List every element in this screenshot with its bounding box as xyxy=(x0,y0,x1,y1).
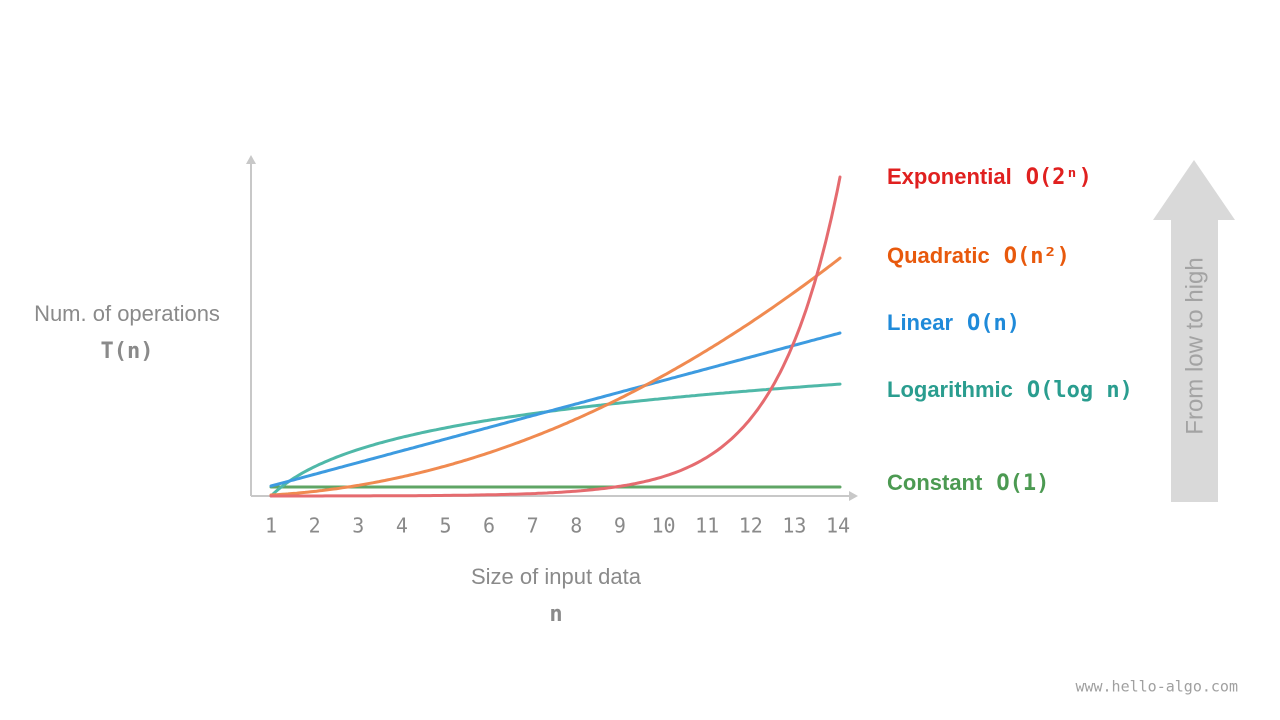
x-tick-label: 6 xyxy=(483,514,495,538)
legend-name: Linear xyxy=(887,310,953,335)
legend-entry: Constant O(1) xyxy=(887,470,1049,496)
legend-notation: O(log n) xyxy=(1027,378,1133,403)
logarithmic-curve xyxy=(269,382,842,498)
x-ticks: 1 2 3 4 5 6 7 8 9 10 11 12 13 14 xyxy=(265,514,850,538)
legend-entry: Quadratic O(n²) xyxy=(887,243,1070,269)
order-arrow-label: From low to high xyxy=(1181,257,1208,434)
x-axis-symbol: n xyxy=(549,602,562,627)
x-tick-label: 13 xyxy=(782,514,806,538)
x-tick-label: 9 xyxy=(614,514,626,538)
y-axis-label: Num. of operations xyxy=(34,301,220,326)
quadratic-curve xyxy=(269,256,842,497)
legend-name: Exponential xyxy=(887,164,1012,189)
legend-notation: O(1) xyxy=(996,471,1049,496)
x-tick-label: 10 xyxy=(651,514,675,538)
y-axis-symbol: T(n) xyxy=(101,339,154,364)
x-tick-label: 5 xyxy=(439,514,451,538)
legend-entry: Linear O(n) xyxy=(887,310,1020,336)
exponential-curve xyxy=(269,175,842,498)
legend-entry: Logarithmic O(log n) xyxy=(887,377,1133,403)
x-tick-label: 3 xyxy=(352,514,364,538)
legend-name: Constant xyxy=(887,470,983,495)
x-tick-label: 7 xyxy=(527,514,539,538)
x-tick-label: 14 xyxy=(826,514,850,538)
legend-notation: O(n) xyxy=(967,311,1020,336)
y-axis-arrow xyxy=(246,155,256,164)
order-arrow xyxy=(1153,160,1235,502)
x-tick-label: 2 xyxy=(309,514,321,538)
x-axis-label: Size of input data xyxy=(471,564,642,589)
legend: Exponential O(2ⁿ) Quadratic O(n²) Linear O(n)… xyxy=(887,164,1133,496)
watermark: www.hello-algo.com xyxy=(1075,678,1238,696)
curves xyxy=(269,175,842,498)
legend-name: Quadratic xyxy=(887,243,990,268)
x-tick-label: 4 xyxy=(396,514,408,538)
x-tick-label: 12 xyxy=(739,514,763,538)
x-tick-label: 1 xyxy=(265,514,277,538)
x-tick-label: 11 xyxy=(695,514,719,538)
x-tick-label: 8 xyxy=(570,514,582,538)
legend-notation: O(2ⁿ) xyxy=(1026,165,1092,190)
legend-notation: O(n²) xyxy=(1004,244,1070,269)
x-axis-arrow xyxy=(849,491,858,501)
legend-name: Logarithmic xyxy=(887,377,1013,402)
linear-curve xyxy=(269,331,842,488)
legend-entry: Exponential O(2ⁿ) xyxy=(887,164,1092,190)
